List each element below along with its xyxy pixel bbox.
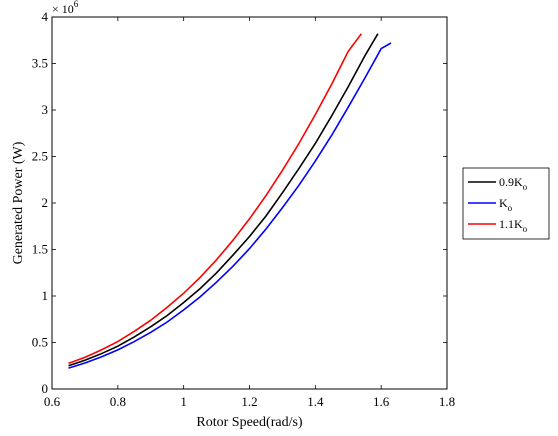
y-axis-title: Generated Power (W) (11, 141, 26, 264)
x-axis-title: Rotor Speed(rad/s) (196, 415, 302, 430)
series-line-1 (68, 42, 392, 369)
x-tick-label: 1.2 (241, 394, 257, 409)
y-axis-ticks: 0 0.5 1 1.5 2 2.5 3 3.5 4 (32, 9, 447, 396)
legend: 0.9Ko Ko 1.1Ko (462, 167, 550, 240)
y-tick-label: 1.5 (32, 242, 48, 257)
y-tick-label: 1 (42, 288, 49, 303)
y-axis-exponent: × 106 (52, 0, 79, 16)
series-layer (68, 33, 392, 369)
y-exponent-base: × 10 (52, 2, 74, 16)
y-tick-label: 3 (42, 102, 49, 117)
series-line-0 (68, 33, 379, 367)
y-tick-label: 0.5 (32, 335, 48, 350)
legend-label-2: 1.1Ko (499, 217, 528, 234)
x-tick-label: 1.8 (439, 394, 455, 409)
x-tick-label: 1.6 (373, 394, 390, 409)
series-line-2 (68, 33, 363, 365)
y-tick-label: 0 (42, 381, 49, 396)
x-tick-label: 1.4 (307, 394, 324, 409)
plot-area (51, 16, 448, 390)
legend-label-0: 0.9Ko (499, 175, 528, 192)
y-exponent-power: 6 (74, 0, 79, 9)
y-tick-label: 2.5 (32, 149, 48, 164)
x-axis-ticks: 0.6 0.8 1 1.2 1.4 1.6 1.8 (44, 17, 455, 409)
x-tick-label: 1 (180, 394, 187, 409)
y-tick-label: 2 (42, 195, 49, 210)
legend-label-1: Ko (499, 196, 513, 213)
x-tick-label: 0.8 (110, 394, 126, 409)
x-tick-label: 0.6 (44, 394, 61, 409)
y-tick-label: 4 (42, 9, 49, 24)
y-tick-label: 3.5 (32, 56, 48, 71)
